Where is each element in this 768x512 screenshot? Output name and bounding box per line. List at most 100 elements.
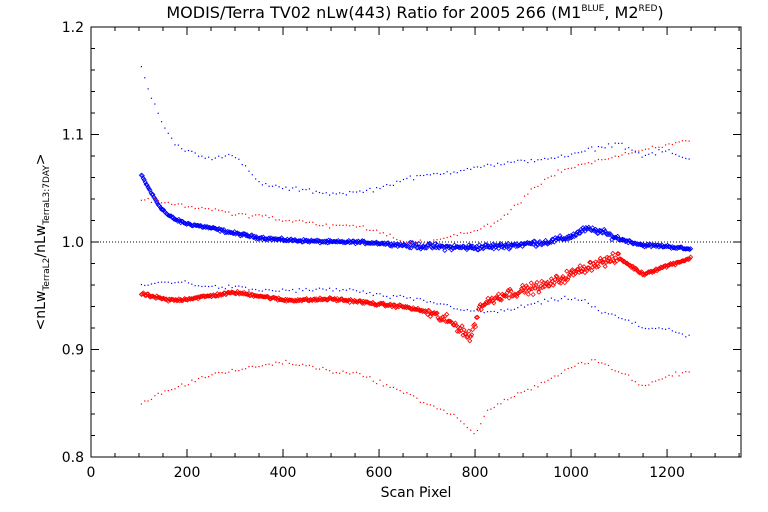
band-point	[412, 299, 415, 301]
band-point	[231, 368, 233, 371]
band-point	[315, 288, 317, 290]
band-point	[261, 290, 263, 292]
red-upper-band-points	[140, 140, 690, 245]
data-point	[506, 295, 512, 301]
data-point	[377, 300, 384, 306]
band-point	[584, 163, 586, 165]
band-point	[681, 333, 684, 335]
band-point	[342, 224, 344, 227]
band-point	[449, 413, 452, 415]
band-point	[402, 241, 405, 243]
band-point	[171, 137, 173, 139]
band-point	[308, 289, 311, 292]
band-point	[685, 336, 687, 338]
data-point	[512, 241, 518, 247]
band-point	[416, 175, 418, 177]
band-point	[513, 204, 516, 206]
band-point	[584, 363, 586, 365]
data-point	[685, 246, 691, 252]
band-point	[167, 390, 169, 392]
band-point	[661, 151, 663, 153]
data-point	[623, 260, 629, 266]
band-point	[446, 171, 448, 173]
data-points-group	[138, 66, 694, 435]
band-point	[648, 148, 650, 150]
band-point	[439, 173, 442, 175]
band-point	[265, 288, 267, 291]
band-point	[423, 402, 425, 404]
band-point	[429, 242, 432, 245]
band-point	[463, 232, 465, 235]
band-point	[554, 175, 556, 177]
band-point	[591, 163, 593, 165]
band-point	[342, 288, 344, 291]
band-point	[641, 327, 643, 329]
data-point	[533, 282, 539, 288]
band-point	[651, 152, 653, 154]
band-point	[248, 289, 250, 291]
band-point	[486, 311, 489, 313]
data-point	[240, 231, 246, 237]
band-point	[517, 392, 519, 394]
band-point	[634, 381, 636, 383]
data-point	[275, 236, 281, 242]
band-point	[661, 378, 663, 380]
band-point	[426, 301, 428, 303]
band-point	[439, 303, 442, 305]
band-point	[147, 284, 149, 286]
band-point	[194, 152, 196, 154]
band-point	[419, 401, 421, 403]
data-point	[642, 271, 649, 277]
band-point	[362, 375, 364, 378]
band-point	[187, 149, 190, 152]
band-point	[335, 193, 337, 195]
data-point	[286, 297, 292, 303]
band-point	[221, 210, 223, 212]
band-point	[523, 306, 526, 308]
band-point	[554, 299, 556, 301]
data-point	[614, 258, 620, 264]
data-point	[383, 302, 389, 308]
band-point	[412, 395, 415, 397]
data-point	[426, 240, 433, 247]
band-point	[503, 214, 505, 216]
band-point	[318, 224, 321, 227]
band-point	[234, 285, 237, 287]
band-point	[503, 398, 505, 401]
band-point	[681, 156, 684, 158]
band-point	[275, 219, 277, 221]
band-point	[544, 157, 546, 159]
data-point	[534, 279, 540, 285]
data-point	[280, 238, 287, 244]
band-point	[389, 386, 391, 388]
band-point	[241, 286, 243, 288]
data-point	[567, 235, 573, 241]
band-point	[312, 192, 314, 194]
band-point	[228, 211, 230, 213]
band-point	[463, 169, 465, 171]
data-point	[452, 320, 458, 326]
band-point	[510, 208, 512, 211]
band-point	[537, 301, 539, 303]
band-point	[651, 381, 653, 383]
band-point	[140, 66, 143, 68]
band-point	[345, 289, 347, 291]
band-point	[517, 306, 519, 309]
band-point	[271, 185, 274, 187]
band-point	[658, 379, 660, 381]
data-point	[439, 317, 445, 323]
band-point	[665, 328, 667, 330]
band-point	[433, 173, 435, 175]
data-point	[527, 241, 533, 247]
data-point	[525, 240, 531, 246]
data-point	[461, 327, 467, 333]
band-point	[389, 233, 391, 235]
data-point	[498, 297, 505, 303]
band-point	[550, 377, 552, 379]
band-point	[352, 372, 354, 374]
data-point	[525, 291, 531, 297]
data-point	[329, 296, 336, 302]
data-point	[472, 324, 479, 330]
band-point	[238, 369, 240, 372]
data-point	[433, 245, 439, 251]
